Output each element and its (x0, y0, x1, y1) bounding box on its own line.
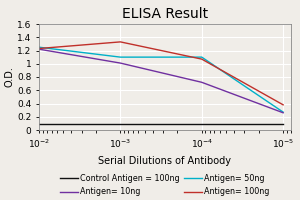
Antigen= 10ng (118, 62, 122, 64)
Antigen= 10ng (200, 81, 203, 84)
Line: Antigen= 10ng: Antigen= 10ng (39, 49, 283, 113)
Control Antigen = 100ng (281, 123, 285, 125)
Antigen= 50ng (200, 56, 203, 58)
Legend: Control Antigen = 100ng, Antigen= 10ng, Antigen= 50ng, Antigen= 100ng: Control Antigen = 100ng, Antigen= 10ng, … (60, 174, 270, 196)
Antigen= 100ng (281, 104, 285, 106)
Line: Antigen= 100ng: Antigen= 100ng (39, 42, 283, 105)
Antigen= 100ng (200, 58, 203, 60)
Line: Antigen= 50ng: Antigen= 50ng (39, 47, 283, 112)
Antigen= 10ng (37, 48, 41, 50)
Antigen= 50ng (37, 46, 41, 48)
Antigen= 50ng (281, 111, 285, 113)
Control Antigen = 100ng (37, 123, 41, 125)
Title: ELISA Result: ELISA Result (122, 7, 208, 21)
X-axis label: Serial Dilutions of Antibody: Serial Dilutions of Antibody (98, 156, 232, 166)
Antigen= 50ng (118, 56, 122, 58)
Y-axis label: O.D.: O.D. (4, 67, 14, 87)
Control Antigen = 100ng (118, 123, 122, 125)
Antigen= 100ng (118, 41, 122, 43)
Control Antigen = 100ng (200, 123, 203, 125)
Antigen= 10ng (281, 112, 285, 114)
Antigen= 100ng (37, 47, 41, 50)
